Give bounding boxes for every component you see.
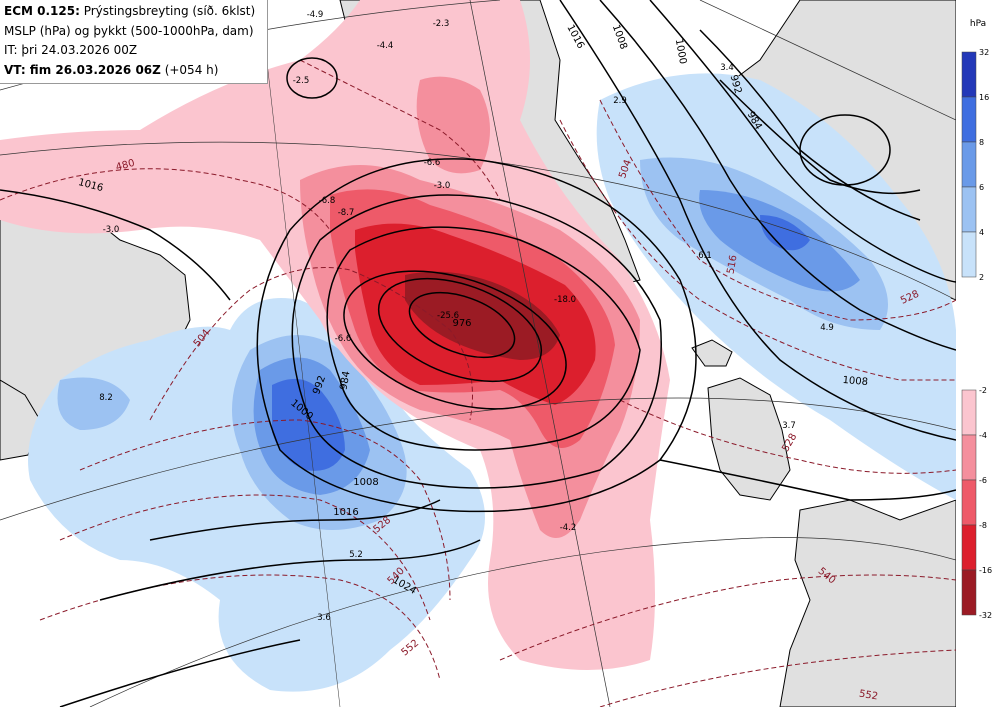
title-line-1: ECM 0.125: Prýstingsbreyting (síð. 6klst…: [4, 4, 256, 18]
pressure-change-label: -2.5: [293, 76, 310, 86]
land-british-isles: [707, 377, 791, 501]
isobar-label: 1016: [333, 507, 358, 518]
legend-positive-scale: 32 16 8 6 4 2: [961, 48, 989, 282]
isobar-label: 992: [728, 74, 744, 95]
pressure-change-label: -18.0: [554, 295, 576, 305]
pressure-change-label: -2.3: [433, 19, 450, 29]
isobar-label: 1008: [610, 23, 629, 51]
legend-label: -16: [979, 566, 992, 575]
pressure-change-label: -6.6: [335, 334, 352, 344]
title-line-2: MSLP (hPa) og þykkt (500-1000hPa, dam): [4, 23, 254, 38]
legend-label: -32: [979, 611, 992, 620]
legend-swatch: [961, 389, 977, 436]
legend-unit: hPa: [970, 19, 986, 29]
pressure-change-label: -6.8: [319, 196, 336, 206]
isobar-label: 984: [338, 370, 352, 391]
pressure-change-label: -8.7: [338, 208, 355, 218]
pressure-change-label: 3.7: [782, 421, 796, 431]
pressure-change-label: -3.0: [434, 181, 451, 191]
legend-label: 32: [979, 48, 989, 57]
legend-swatch: [961, 186, 977, 233]
title-line-4: VT: fim 26.03.2026 06Z (+054 h): [4, 62, 219, 77]
legend-label: 2: [979, 273, 984, 282]
title-box: ECM 0.125: Prýstingsbreyting (síð. 6klst…: [0, 0, 268, 84]
legend-label: 16: [979, 93, 989, 102]
isobar-label: 1008: [842, 375, 868, 388]
legend: hPa 32 16 8 6 4 2 -2 -4 -6 -8 -16 -32: [956, 0, 1000, 707]
legend-swatch: [961, 434, 977, 481]
legend-swatch: [961, 569, 977, 616]
title-line-3: IT: þri 24.03.2026 00Z: [4, 43, 138, 57]
pressure-change-label: 6.1: [698, 251, 712, 261]
legend-swatch: [961, 231, 977, 278]
legend-swatch: [961, 96, 977, 143]
legend-swatch: [961, 51, 977, 98]
thickness-label: 552: [858, 688, 879, 702]
isobar-label: 976: [452, 318, 471, 329]
legend-swatch: [961, 479, 977, 526]
legend-label: 8: [979, 138, 984, 147]
pressure-change-label: -4.9: [307, 10, 324, 20]
isobar-contours: [0, 0, 956, 707]
legend-label: -2: [979, 386, 987, 395]
pressure-change-label: -3.0: [103, 225, 120, 235]
land-europe: [779, 499, 956, 707]
pressure-change-label: -4.4: [377, 41, 394, 51]
weather-map: 1016 1008 1000 992 984 1016 1000 992 984 976 1008 1…: [0, 0, 956, 707]
thickness-label: 480: [115, 158, 136, 174]
legend-negative-scale: -2 -4 -6 -8 -16 -32: [961, 386, 992, 620]
pressure-fall-shading: [0, 0, 670, 670]
thickness-label: 552: [400, 638, 422, 659]
legend-swatch: [961, 524, 977, 571]
legend-canvas: hPa 32 16 8 6 4 2 -2 -4 -6 -8 -16 -32: [961, 19, 992, 620]
land-iceland: [691, 339, 733, 367]
pressure-change-label: -25.6: [437, 311, 459, 321]
pressure-change-label: 3.6: [317, 613, 331, 623]
legend-label: 6: [979, 183, 984, 192]
pressure-change-label: 5.2: [349, 550, 363, 560]
pressure-change-label: -6.6: [424, 158, 441, 168]
isobar-label: 1000: [673, 38, 688, 65]
pressure-change-label: 8.2: [99, 393, 113, 403]
pressure-change-label: 2.9: [613, 96, 627, 106]
pressure-change-label: -4.2: [560, 523, 577, 533]
isobar-label: 1008: [353, 477, 378, 488]
legend-label: -6: [979, 476, 987, 485]
legend-label: 4: [979, 228, 984, 237]
legend-label: -4: [979, 431, 987, 440]
pressure-change-label: 4.9: [820, 323, 834, 333]
pressure-change-label: 3.4: [720, 63, 734, 73]
thickness-label: 516: [725, 254, 739, 275]
legend-label: -8: [979, 521, 987, 530]
pressure-change-labels: -4.9 -4.4 -2.3 -2.5 -6.6 -3.0 -3.0 -6.8-8.7 -6.6…: [99, 10, 834, 623]
legend-swatch: [961, 141, 977, 188]
isobar-label: 1016: [564, 23, 586, 51]
